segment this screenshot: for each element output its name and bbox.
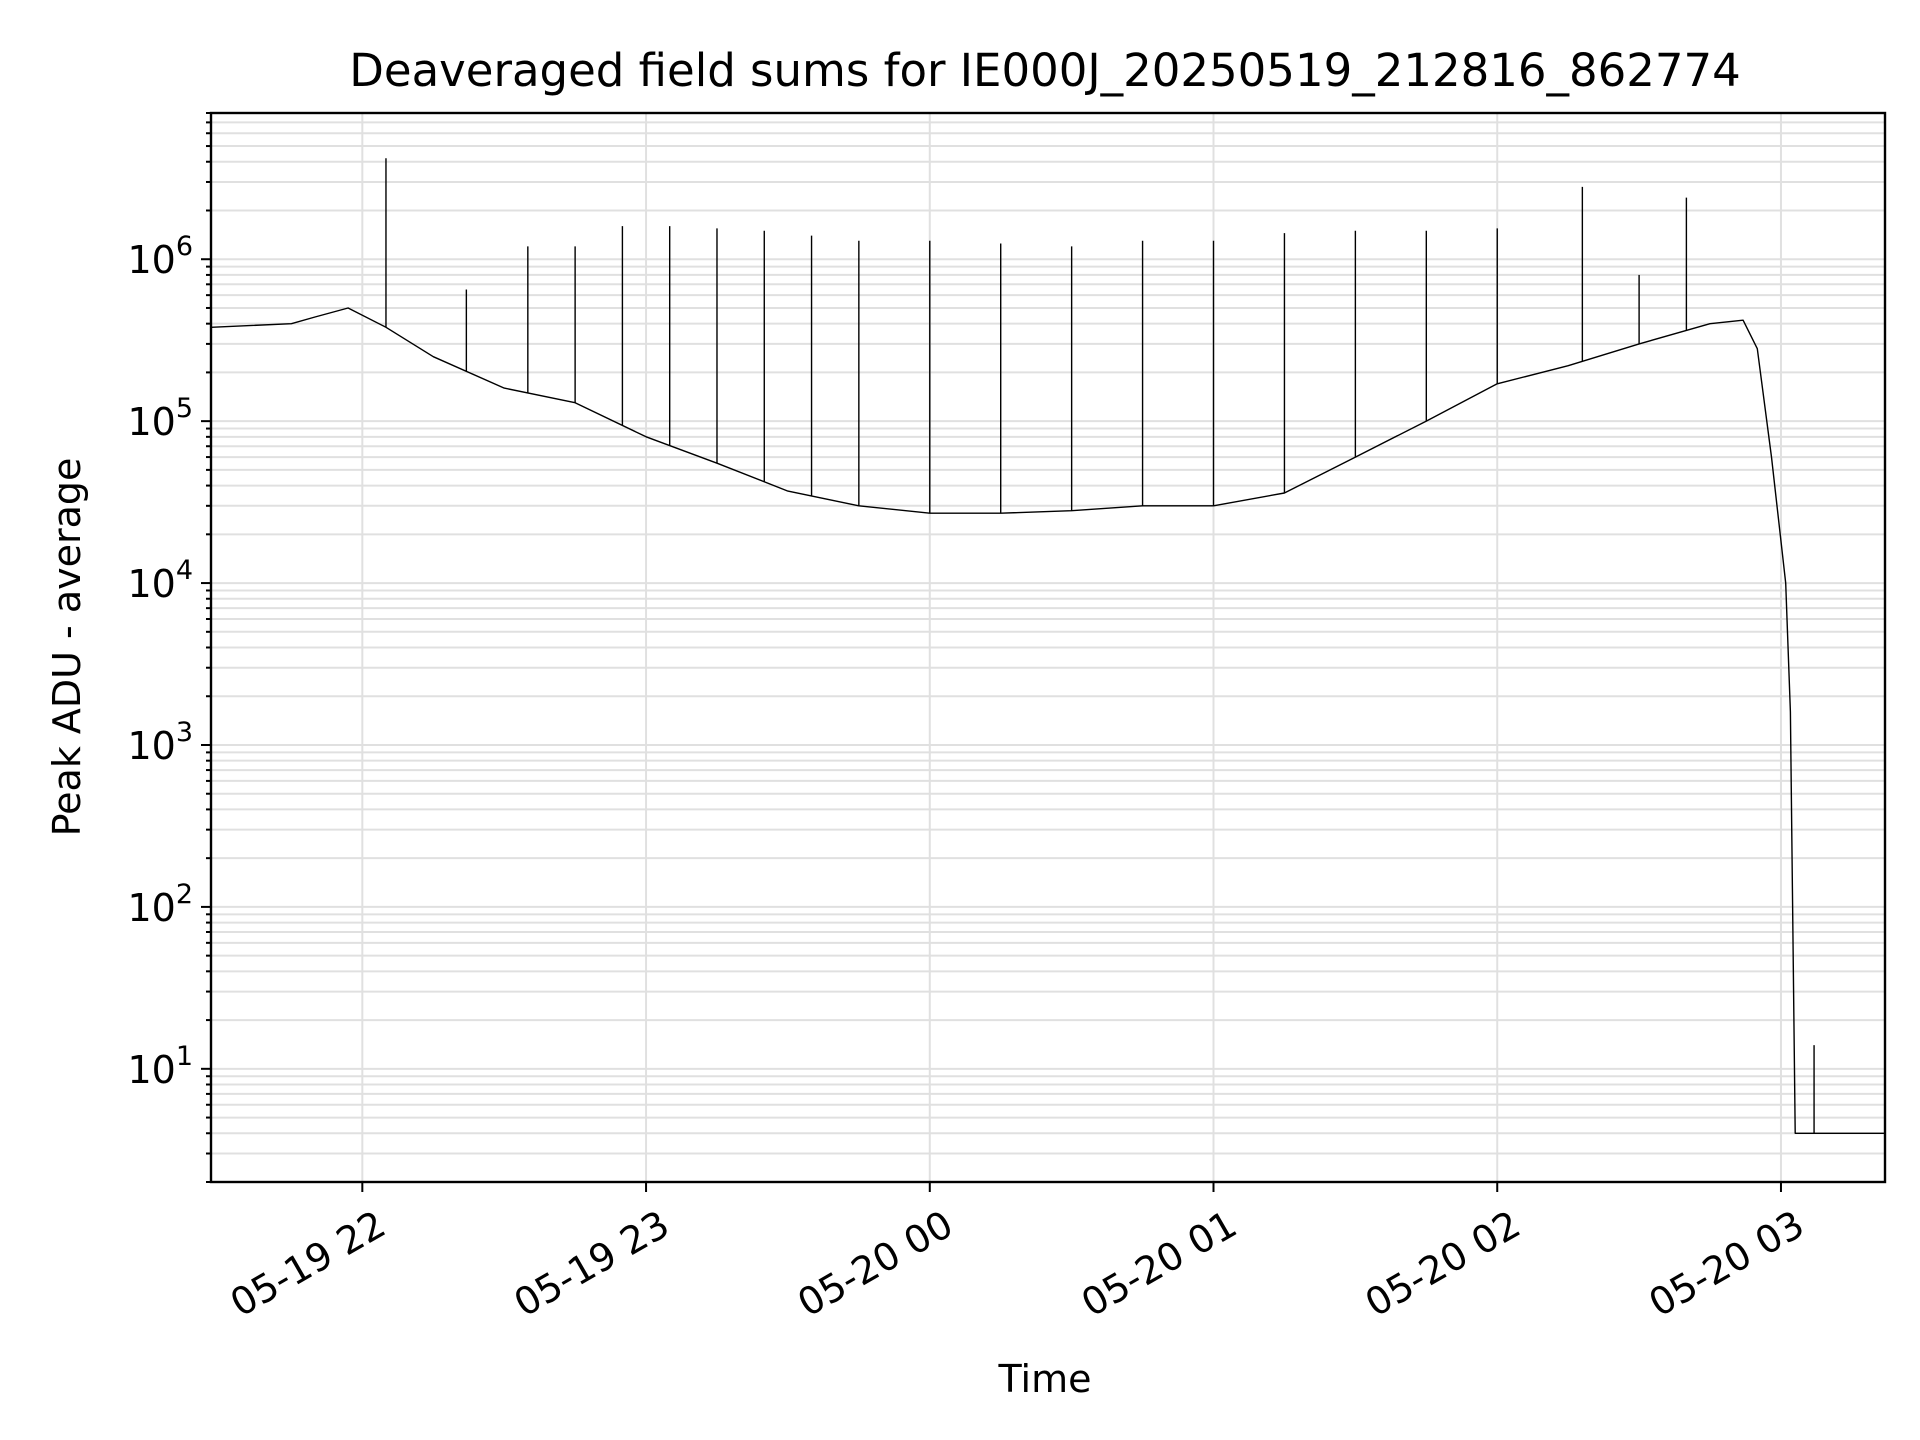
grid [211, 112, 1885, 1183]
y-tick-exponent: 6 [176, 231, 193, 262]
y-tick-base: 10 [127, 238, 175, 282]
y-axis-label: Peak ADU - average [45, 458, 89, 837]
y-tick-label: 105 [127, 393, 193, 444]
x-tick-label: 05-20 00 [790, 1202, 960, 1326]
y-tick-base: 10 [127, 400, 175, 444]
y-tick-exponent: 3 [176, 717, 193, 748]
y-tick-label: 102 [127, 879, 193, 930]
y-tick-base: 10 [127, 886, 175, 930]
y-tick-label: 106 [127, 231, 193, 282]
y-tick-base: 10 [127, 562, 175, 606]
y-tick-exponent: 2 [176, 879, 193, 910]
x-tick-label: 05-20 02 [1358, 1202, 1528, 1326]
y-tick-exponent: 4 [176, 555, 193, 586]
y-tick-exponent: 1 [176, 1041, 193, 1072]
y-tick-base: 10 [127, 724, 175, 768]
x-axis: 05-19 22 05-19 23 05-20 00 05-20 01 05-20 02… [223, 1182, 1811, 1326]
series-line [210, 307, 1885, 1134]
chart-title: Deaveraged field sums for IE000J_2025051… [349, 44, 1741, 97]
x-tick-label: 05-20 01 [1074, 1202, 1244, 1326]
x-tick-label: 05-19 23 [507, 1202, 677, 1326]
y-tick-label: 103 [127, 717, 193, 768]
x-axis-label: Time [998, 1357, 1092, 1401]
y-tick-exponent: 5 [176, 393, 193, 424]
y-tick-label: 101 [127, 1041, 193, 1092]
series [210, 158, 1885, 1134]
y-tick-label: 104 [127, 555, 193, 606]
y-tick-base: 10 [127, 1048, 175, 1092]
x-tick-label: 05-20 03 [1641, 1202, 1811, 1326]
x-tick-label: 05-19 22 [223, 1202, 393, 1326]
